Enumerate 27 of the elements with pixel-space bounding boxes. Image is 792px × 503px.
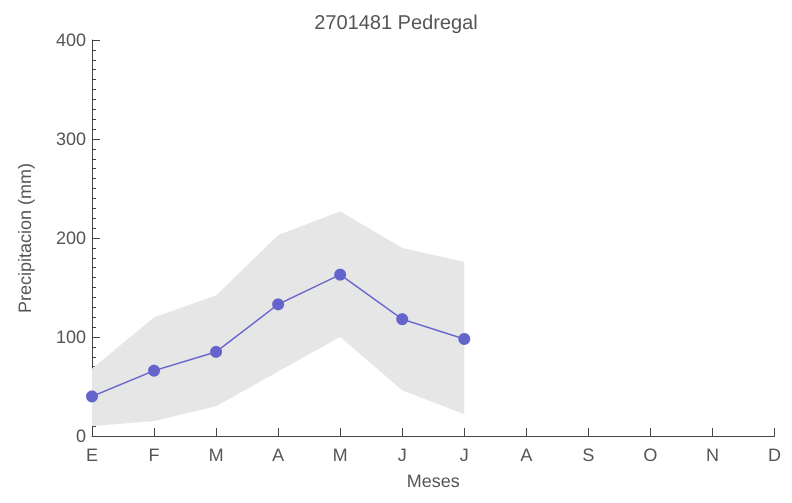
point: [148, 364, 160, 377]
x-tick-label: F: [148, 445, 160, 465]
x-tick-label: D: [768, 445, 781, 465]
y-axis-title: Precipitacion (mm): [15, 162, 35, 314]
x-tick-label: E: [86, 445, 98, 465]
x-tick-label: M: [208, 445, 224, 465]
x-tick-label: A: [272, 445, 284, 465]
x-tick-label: O: [643, 445, 658, 465]
x-tick-label: N: [706, 445, 719, 465]
point: [272, 298, 284, 310]
x-tick-label: S: [582, 445, 594, 465]
point: [396, 313, 408, 326]
point: [86, 390, 98, 402]
x-axis-title: Meses: [406, 471, 460, 491]
x-tick-label: J: [398, 445, 407, 465]
y-tick-label: 300: [56, 129, 86, 149]
y-tick-label: 100: [56, 327, 86, 347]
y-tick-label: 200: [56, 228, 86, 248]
point: [334, 268, 346, 281]
x-tick-label: M: [332, 445, 348, 465]
x-tick-label: J: [460, 445, 469, 465]
x-tick-label: A: [520, 445, 532, 465]
y-tick-label: 0: [76, 426, 86, 446]
chart-title: 2701481 Pedregal: [314, 12, 478, 34]
point: [458, 332, 470, 345]
point: [210, 346, 222, 358]
y-tick-label: 400: [56, 30, 86, 50]
